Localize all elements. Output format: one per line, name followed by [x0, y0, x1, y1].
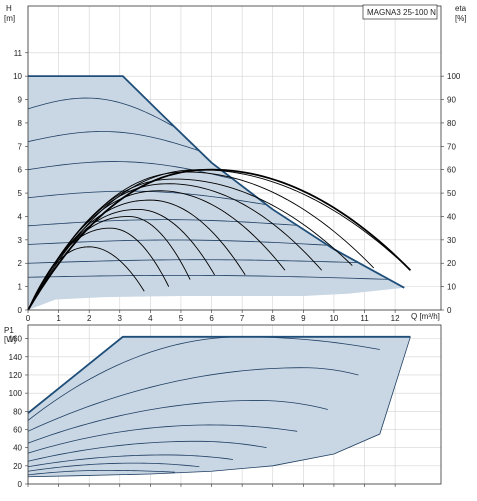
x-tick-label: 2 — [87, 314, 92, 323]
max-efficiency-curve — [27, 168, 412, 311]
power-curve — [27, 462, 200, 472]
head-curve — [27, 239, 328, 246]
power-region — [28, 336, 411, 477]
power-tick-label: 60 — [13, 425, 22, 434]
power-curve — [27, 400, 328, 444]
x-tick-label: 9 — [301, 314, 306, 323]
power-curve — [27, 367, 359, 432]
x-tick-label: 11 — [360, 314, 369, 323]
power-axis-label: P1 — [4, 326, 14, 335]
x-tick-label: 6 — [209, 314, 214, 323]
head-curve — [27, 161, 234, 180]
y2-tick-label: 40 — [447, 212, 456, 221]
power-tick-label: 40 — [13, 444, 22, 453]
y-tick-label: 7 — [18, 142, 23, 151]
x-tick-label: 5 — [179, 314, 184, 323]
y-axis-unit: [m] — [4, 14, 15, 23]
y-tick-label: 10 — [13, 72, 22, 81]
y2-tick-label: 100 — [447, 72, 461, 81]
x-axis-label: Q [m³/h] — [411, 312, 440, 321]
y-tick-label: 3 — [18, 236, 23, 245]
y-axis-label: H — [6, 4, 12, 13]
chart-title: MAGNA3 25-100 N — [367, 8, 436, 17]
power-tick-label: 20 — [13, 462, 22, 471]
y-tick-label: 5 — [18, 189, 23, 198]
power-tick-label: 100 — [9, 389, 23, 398]
head-curve — [27, 219, 298, 227]
head-curve — [27, 97, 176, 128]
head-curve — [27, 131, 200, 152]
x-tick-label: 0 — [26, 314, 31, 323]
y-tick-label: 8 — [18, 119, 23, 128]
y2-tick-label: 10 — [447, 283, 456, 292]
y-tick-label: 1 — [18, 283, 23, 292]
y2-tick-label: 0 — [447, 306, 452, 315]
bottom-plot-frame — [27, 324, 442, 485]
power-axis-unit: [W] — [4, 335, 16, 344]
efficiency-curve — [27, 246, 145, 311]
top-plot-frame — [27, 5, 442, 311]
power-curve — [27, 469, 175, 476]
y-tick-label: 9 — [18, 96, 23, 105]
y-tick-label: 4 — [18, 212, 23, 221]
y2-tick-label: 20 — [447, 259, 456, 268]
title-box — [362, 4, 438, 20]
efficiency-curve — [27, 216, 191, 311]
efficiency-curve — [27, 227, 170, 311]
y2-tick-label: 80 — [447, 119, 456, 128]
operating-region — [28, 76, 405, 311]
x-tick-label: 10 — [329, 314, 338, 323]
x-tick-label: 12 — [391, 314, 400, 323]
x-tick-label: 1 — [56, 314, 61, 323]
x-tick-label: 7 — [240, 314, 245, 323]
power-tick-label: 120 — [9, 371, 23, 380]
min-power-boundary — [27, 336, 411, 478]
efficiency-curve — [27, 190, 286, 311]
power-tick-label: 80 — [13, 407, 22, 416]
y2-tick-label: 30 — [447, 236, 456, 245]
y2-tick-label: 50 — [447, 189, 456, 198]
x-tick-label: 4 — [148, 314, 153, 323]
y-tick-label: 11 — [14, 49, 23, 58]
power-curve — [27, 336, 380, 421]
power-curve — [27, 424, 298, 454]
head-curve — [27, 274, 390, 280]
max-power-curve — [27, 335, 411, 414]
power-curve — [27, 454, 234, 468]
y2-axis-label: eta — [455, 4, 467, 13]
x-tick-label: 8 — [271, 314, 276, 323]
y2-tick-label: 70 — [447, 142, 456, 151]
power-tick-label: 160 — [9, 335, 23, 344]
y2-tick-label: 90 — [447, 96, 456, 105]
head-curve — [27, 259, 359, 264]
y-tick-label: 0 — [18, 306, 23, 315]
y-tick-label: 6 — [18, 166, 23, 175]
power-curve — [27, 440, 267, 462]
y2-axis-unit: [%] — [455, 14, 467, 23]
x-tick-label: 3 — [118, 314, 123, 323]
power-tick-label: 140 — [9, 353, 23, 362]
y2-tick-label: 60 — [447, 166, 456, 175]
y-tick-label: 2 — [18, 259, 23, 268]
power-tick-label: 0 — [18, 480, 23, 489]
